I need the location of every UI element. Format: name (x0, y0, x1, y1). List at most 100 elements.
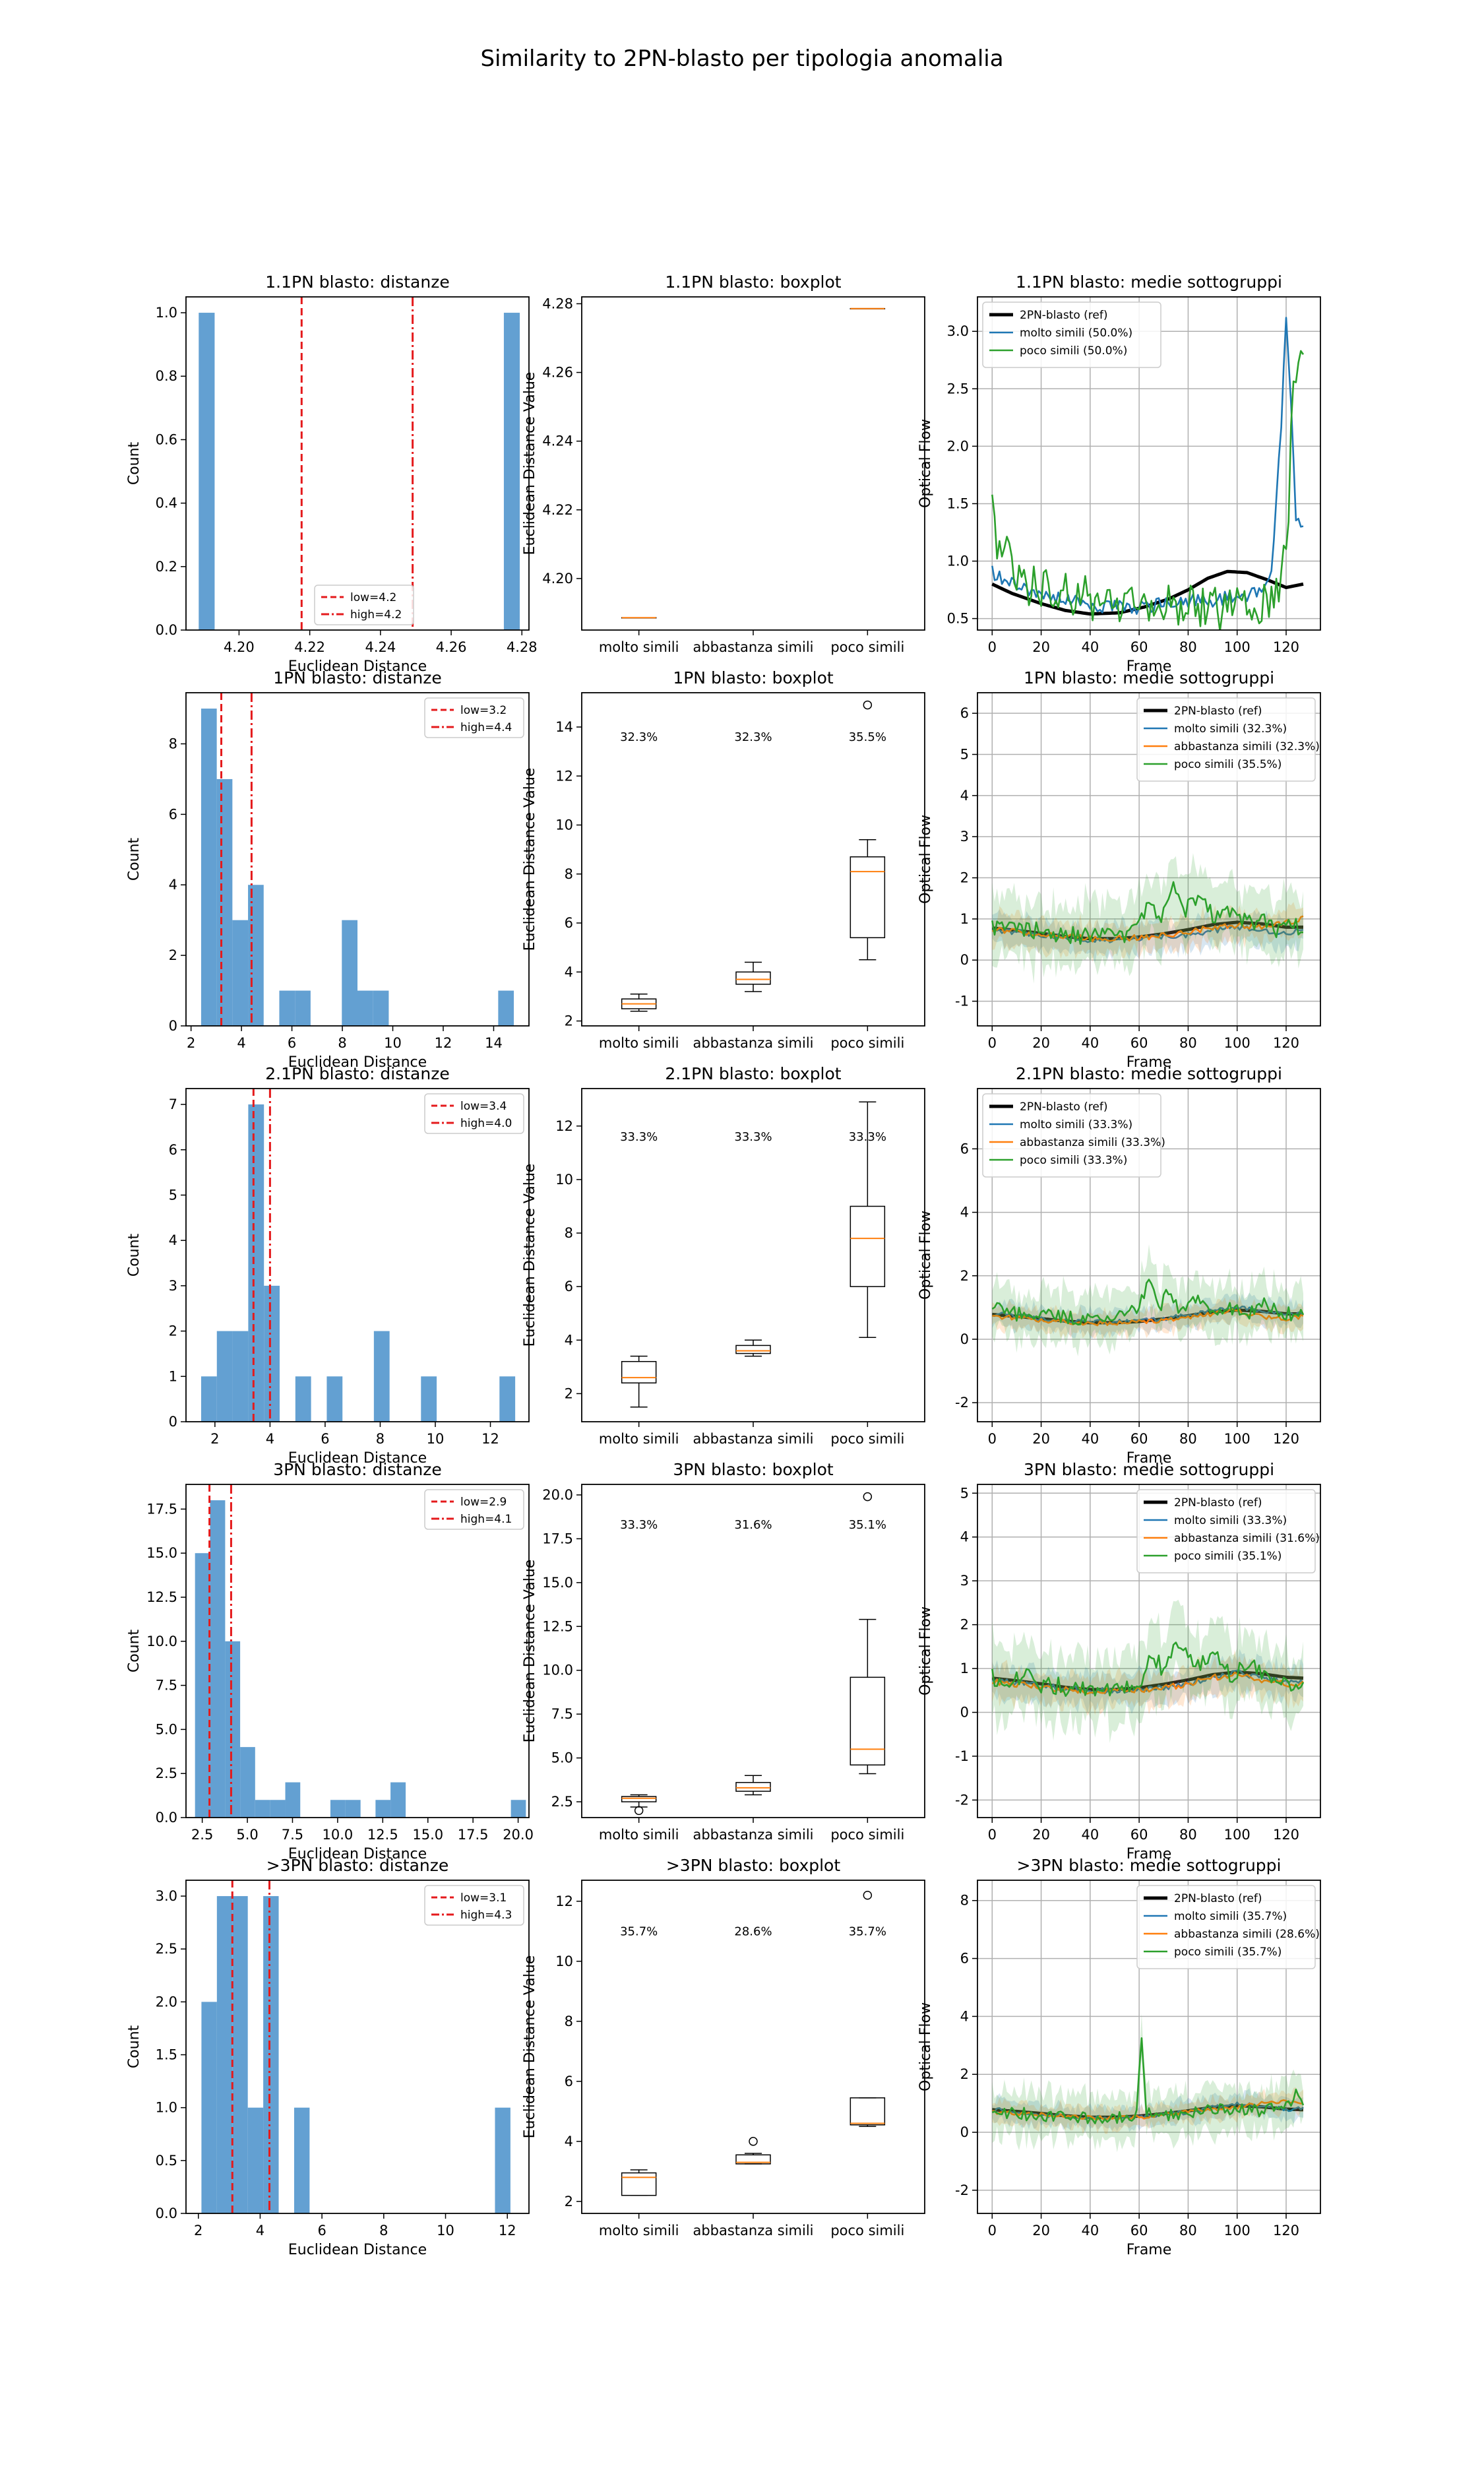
series-line-abbastanza (991, 915, 1304, 943)
panel-bar-3: 2.1PN blasto: distanzeCount01234567Eucli… (126, 1064, 530, 1467)
x-tick-label: molto simili (599, 1827, 679, 1843)
series-std-band (992, 2013, 1303, 2153)
x-tick-label: molto simili (599, 1431, 679, 1447)
x-tick-label: 40 (1081, 1827, 1099, 1843)
series-std-band (992, 1599, 1303, 1743)
x-axis-label: Frame (1127, 2242, 1172, 2258)
legend: low=3.1 high=4.3 (424, 1885, 524, 1926)
panel-title: 1PN blasto: medie sottogruppi (1024, 668, 1274, 687)
axes-frame (581, 1484, 925, 1818)
histogram-bar (279, 990, 295, 1026)
series-line-poco (991, 1641, 1305, 1697)
y-tick-label: 8 (960, 1893, 969, 1909)
panel-title: 1PN blasto: distanze (273, 668, 442, 687)
y-tick-label: -1 (955, 994, 969, 1009)
panel-title: 1.1PN blasto: boxplot (665, 272, 841, 292)
x-tick-label: 10 (437, 2223, 454, 2238)
histogram-bar (373, 990, 389, 1026)
series-std-band (992, 1649, 1303, 1714)
x-tick-label: 80 (1179, 1827, 1197, 1843)
histogram-bar (390, 1782, 406, 1818)
panel-title: >3PN blasto: distanze (266, 1856, 449, 1875)
x-axis-label: Euclidean Distance (288, 1054, 427, 1071)
axes-frame (581, 1088, 925, 1422)
percent-label: 35.1% (849, 1518, 886, 1532)
y-tick-label: 17.5 (146, 1501, 177, 1517)
plot-area (199, 297, 520, 630)
legend-label: low=3.1 (460, 1891, 507, 1905)
series-line-molto (991, 317, 1304, 616)
y-axis-label: Euclidean Distance Value (522, 1955, 538, 2139)
histogram-bar (510, 1800, 526, 1818)
y-tick-label: 7 (169, 1096, 177, 1112)
y-tick-label: 8 (565, 2014, 573, 2029)
y-tick-label: 1.0 (947, 554, 969, 569)
y-tick-label: 2.5 (156, 1765, 177, 1781)
y-tick-label: 10 (555, 1953, 573, 1969)
x-tick-label: 60 (1130, 1827, 1148, 1843)
legend-label: molto simili (33.3%) (1174, 1514, 1287, 1527)
axes-frame (185, 1484, 530, 1818)
legend-label: abbastanza simili (31.6%) (1174, 1532, 1320, 1545)
plot-area (201, 1880, 510, 2213)
plot-area (201, 693, 514, 1026)
y-tick-label: 3.0 (156, 1888, 177, 1904)
x-tick-label: 40 (1081, 1431, 1099, 1447)
panel-title: 2.1PN blasto: distanze (265, 1064, 449, 1083)
y-tick-label: 4 (565, 2134, 573, 2149)
panel-title: 3PN blasto: medie sottogruppi (1024, 1460, 1274, 1479)
plot-area (621, 1890, 886, 2196)
panel-title: >3PN blasto: boxplot (666, 1856, 841, 1875)
y-tick-label: 4.28 (542, 296, 573, 311)
y-tick-label: 0 (960, 952, 969, 968)
axes-frame (185, 692, 530, 1027)
panel-box-1: 1.1PN blasto: boxplot Euclidean Distance … (522, 272, 925, 655)
y-tick-label: 8 (565, 1225, 573, 1241)
y-tick-label: 3 (169, 1278, 177, 1294)
x-tick-label: 12.5 (367, 1827, 398, 1843)
y-tick-label: 2 (960, 870, 969, 886)
y-tick-label: 2 (565, 1013, 573, 1029)
x-tick-label: 80 (1179, 2223, 1197, 2238)
legend-label: poco simili (50.0%) (1020, 344, 1127, 358)
y-axis-label: Optical Flow (917, 2002, 934, 2091)
y-tick-label: 4 (960, 1529, 969, 1545)
x-tick-label: 10 (384, 1035, 402, 1051)
y-tick-label: 4 (565, 964, 573, 980)
legend-label: abbastanza simili (28.6%) (1174, 1928, 1320, 1941)
histogram-bar (373, 1331, 390, 1422)
y-tick-label: 6 (169, 806, 177, 822)
y-tick-label: 2.5 (551, 1794, 573, 1810)
y-tick-label: 4 (169, 877, 177, 893)
panel-line-5: >3PN blasto: medie sottogruppi Optical Fl… (917, 1856, 1321, 2258)
y-tick-label: 10 (555, 817, 573, 833)
x-tick-label: 4 (256, 2223, 264, 2238)
panel-box-3: 2.1PN blasto: boxplot Euclidean Distance … (522, 1064, 925, 1447)
histogram-bar (375, 1800, 391, 1818)
legend-label: high=4.2 (350, 608, 402, 621)
histogram-bar (495, 2107, 510, 2213)
histogram-bar (294, 2107, 310, 2213)
histogram-bar (499, 1376, 516, 1422)
legend-frame (982, 1093, 1161, 1178)
legend-label: molto simili (35.7%) (1174, 1910, 1287, 1923)
y-tick-label: 5.0 (551, 1750, 573, 1766)
x-tick-label: 120 (1273, 639, 1299, 655)
y-tick-label: 12.5 (542, 1618, 573, 1634)
y-tick-label: 6 (960, 1141, 969, 1157)
histogram-bar (199, 313, 215, 630)
x-tick-label: 2.5 (191, 1827, 213, 1843)
x-tick-label: 5.0 (236, 1827, 258, 1843)
histogram-bar (285, 1782, 301, 1818)
y-tick-label: 4 (960, 788, 969, 804)
x-tick-label: 100 (1224, 1827, 1251, 1843)
x-tick-label: 40 (1081, 1035, 1099, 1051)
outlier-point (863, 1492, 873, 1502)
legend: low=3.4 high=4.0 (424, 1093, 524, 1134)
y-tick-label: -2 (955, 1792, 969, 1808)
histogram-bar (232, 920, 249, 1026)
y-tick-label: 0.0 (156, 2205, 177, 2221)
panel-title: 1.1PN blasto: medie sottogruppi (1016, 272, 1282, 292)
legend-frame (1136, 1885, 1316, 1969)
legend-label: low=3.2 (460, 704, 507, 717)
